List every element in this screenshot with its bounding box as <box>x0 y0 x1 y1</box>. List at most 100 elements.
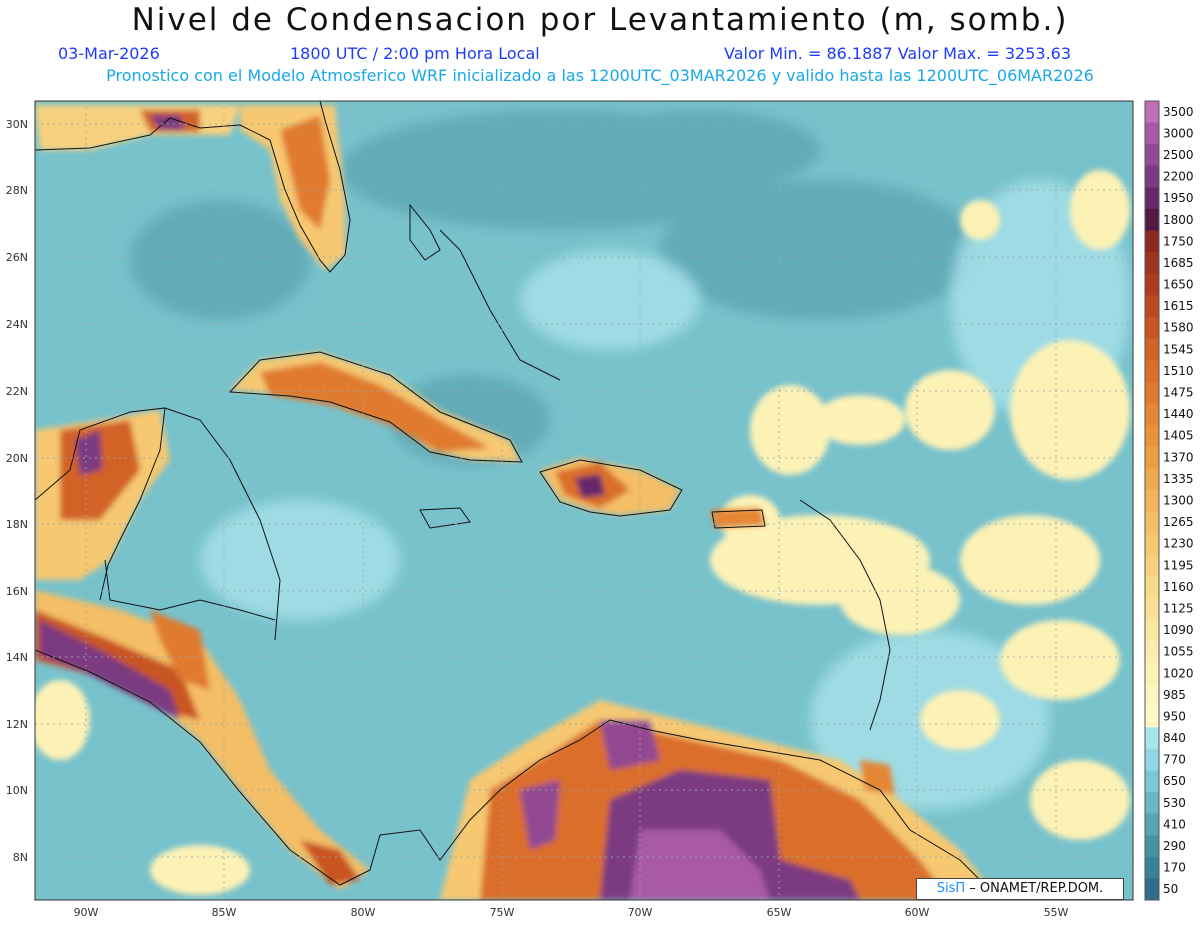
map-title: Nivel de Condensacion por Levantamiento … <box>131 2 1069 38</box>
lat-label: 8N <box>13 851 28 864</box>
map-frame <box>34 100 1134 901</box>
lat-label: 26N <box>6 251 28 264</box>
colorbar-label: 2200 <box>1163 170 1194 184</box>
latitude-labels: 30N 28N 26N 24N 22N 20N 18N 16N 14N 12N … <box>6 118 28 864</box>
colorbar-swatch <box>1145 187 1159 210</box>
colorbar-label: 530 <box>1163 796 1186 810</box>
colorbar-swatch <box>1145 122 1159 145</box>
colorbar-label: 1195 <box>1163 558 1194 572</box>
lat-label: 10N <box>6 784 28 797</box>
lon-label: 80W <box>351 906 376 919</box>
colorbar-label: 1160 <box>1163 580 1194 594</box>
colorbar-swatch <box>1145 165 1159 188</box>
colorbar-label: 1335 <box>1163 472 1194 486</box>
colorbar-frame <box>1144 100 1160 901</box>
colorbar-label: 985 <box>1163 688 1186 702</box>
colorbar-swatch <box>1145 813 1159 836</box>
credit-text: – ONAMET/REP.DOM. <box>969 881 1104 896</box>
colorbar-swatch <box>1145 338 1159 361</box>
lat-label: 16N <box>6 585 28 598</box>
lat-label: 24N <box>6 318 28 331</box>
colorbar-swatch <box>1145 511 1159 534</box>
colorbar-swatch <box>1145 684 1159 707</box>
colorbar-label: 1800 <box>1163 213 1194 227</box>
colorbar-swatch <box>1145 403 1159 426</box>
lon-label: 70W <box>628 906 653 919</box>
colorbar-swatch <box>1145 705 1159 728</box>
colorbar-swatch <box>1145 878 1159 901</box>
colorbar-swatch <box>1145 748 1159 771</box>
lat-label: 20N <box>6 452 28 465</box>
colorbar-swatch <box>1145 532 1159 555</box>
colorbar-label: 1580 <box>1163 321 1194 335</box>
colorbar-swatch <box>1145 273 1159 296</box>
forecast-date: 03-Mar-2026 <box>58 44 160 63</box>
colorbar-swatch <box>1145 792 1159 815</box>
colorbar-swatch <box>1145 316 1159 340</box>
colorbar-label: 1440 <box>1163 407 1194 421</box>
colorbar-label: 650 <box>1163 774 1186 788</box>
colorbar-label: 170 <box>1163 861 1186 875</box>
colorbar-label: 1475 <box>1163 386 1194 400</box>
colorbar: 3500 3000 2500 2200 1950 1800 1750 1685 1650 1615… <box>1144 100 1194 901</box>
colorbar-swatch <box>1145 101 1159 124</box>
lat-label: 22N <box>6 385 28 398</box>
colorbar-swatch <box>1145 554 1159 577</box>
lon-label: 75W <box>490 906 515 919</box>
colorbar-label: 3500 <box>1163 105 1194 119</box>
colorbar-label: 1685 <box>1163 256 1194 270</box>
colorbar-swatch <box>1145 144 1159 167</box>
colorbar-swatch <box>1145 208 1159 232</box>
lat-label: 28N <box>6 184 28 197</box>
map-field <box>35 101 1133 900</box>
lon-label: 55W <box>1044 906 1069 919</box>
colorbar-label: 1090 <box>1163 623 1194 637</box>
colorbar-swatch <box>1145 295 1159 318</box>
lon-label: 65W <box>767 906 792 919</box>
min-max-values: Valor Min. = 86.1887 Valor Max. = 3253.6… <box>724 44 1072 63</box>
colorbar-label: 290 <box>1163 839 1186 853</box>
colorbar-label: 840 <box>1163 731 1186 745</box>
colorbar-label: 2500 <box>1163 148 1194 162</box>
colorbar-label: 1020 <box>1163 666 1194 680</box>
colorbar-swatch <box>1145 489 1159 512</box>
lat-label: 30N <box>6 118 28 131</box>
colorbar-swatch <box>1145 252 1159 275</box>
longitude-labels: 90W 85W 80W 75W 70W 65W 60W 55W <box>74 906 1069 919</box>
colorbar-swatch <box>1145 597 1159 620</box>
colorbar-swatch <box>1145 619 1159 642</box>
colorbar-label: 1405 <box>1163 429 1194 443</box>
colorbar-label: 1510 <box>1163 364 1194 378</box>
colorbar-swatch <box>1145 662 1159 685</box>
colorbar-label: 950 <box>1163 709 1186 723</box>
credit-box: SisΠ – ONAMET/REP.DOM. <box>916 878 1124 900</box>
colorbar-label: 770 <box>1163 753 1186 767</box>
colorbar-label: 1545 <box>1163 342 1194 356</box>
colorbar-swatch <box>1145 770 1159 793</box>
colorbar-label: 1650 <box>1163 278 1194 292</box>
colorbar-label: 1230 <box>1163 537 1194 551</box>
colorbar-label: 1055 <box>1163 645 1194 659</box>
lon-label: 60W <box>905 906 930 919</box>
colorbar-label: 1300 <box>1163 494 1194 508</box>
colorbar-label: 50 <box>1163 882 1178 896</box>
colorbar-swatch <box>1145 576 1159 599</box>
colorbar-label: 1615 <box>1163 299 1194 313</box>
colorbar-swatch <box>1145 446 1159 469</box>
model-info: Pronostico con el Modelo Atmosferico WRF… <box>106 66 1094 85</box>
colorbar-swatch <box>1145 360 1159 383</box>
colorbar-swatch <box>1145 640 1159 663</box>
colorbar-swatch <box>1145 230 1159 253</box>
colorbar-label: 3000 <box>1163 126 1194 140</box>
colorbar-label: 1125 <box>1163 601 1194 615</box>
forecast-time: 1800 UTC / 2:00 pm Hora Local <box>290 44 540 63</box>
colorbar-label: 1265 <box>1163 515 1194 529</box>
lat-label: 12N <box>6 718 28 731</box>
colorbar-label: 1750 <box>1163 234 1194 248</box>
colorbar-label: 1370 <box>1163 450 1194 464</box>
lat-label: 18N <box>6 518 28 531</box>
colorbar-label: 1950 <box>1163 191 1194 205</box>
lon-label: 90W <box>74 906 99 919</box>
lat-lon-grid <box>35 101 1133 900</box>
